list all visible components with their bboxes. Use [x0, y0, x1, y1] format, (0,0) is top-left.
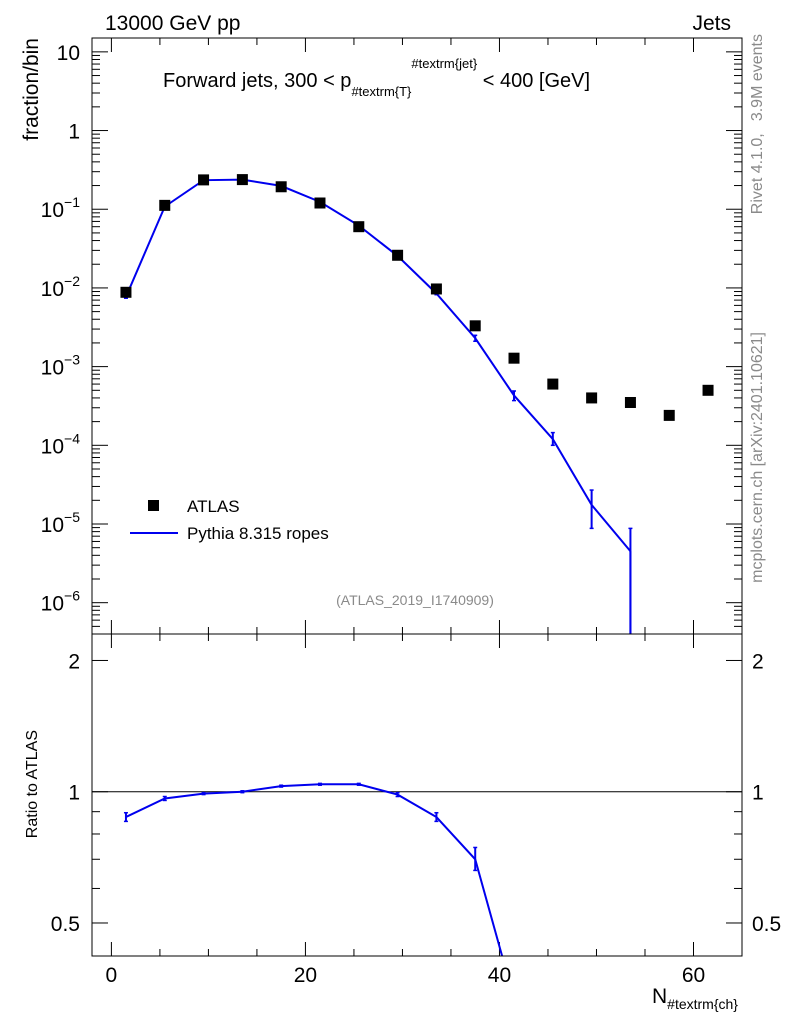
atlas-point: [120, 286, 132, 298]
chart-title: Forward jets, 300 < p#textrm{T}#textrm{j…: [163, 56, 590, 99]
y-tick-label: 10−1: [41, 194, 81, 222]
x-axis-label: N#textrm{ch}: [652, 985, 738, 1012]
y-tick-label: 1: [68, 782, 80, 805]
y-tick-label-right: 1: [752, 782, 764, 805]
top-panel-frame: [91, 37, 743, 635]
atlas-point: [469, 320, 481, 332]
axis-ticks-bottom: 0 20 40 60 0.5 0.5 1 1 2 2: [51, 634, 781, 987]
y-tick-label: 10−5: [41, 509, 81, 537]
legend-atlas-label: ATLAS: [187, 497, 240, 516]
series-pythia-line: [125, 178, 632, 552]
atlas-point: [430, 283, 442, 295]
legend-pythia-label: Pythia 8.315 ropes: [187, 524, 329, 543]
rivet-label: Rivet 4.1.0, 3.9M events: [749, 34, 766, 214]
y-tick-label: 10: [57, 42, 80, 65]
y-tick-label: 10−3: [41, 352, 81, 380]
ratio-panel-data: [92, 782, 742, 956]
y-tick-label: 2: [68, 650, 80, 673]
atlas-point: [392, 249, 404, 261]
y-axis-label-top: fraction/bin: [20, 38, 43, 141]
ratio-panel-frame: [91, 633, 743, 957]
analysis-label: (ATLAS_2019_I1740909): [336, 592, 494, 608]
legend-atlas-marker: [148, 500, 159, 511]
ratio-pythia-line: [125, 783, 504, 956]
x-tick-label: 60: [682, 964, 705, 987]
y-axis-label-bottom: Ratio to ATLAS: [24, 730, 41, 838]
header-right: Jets: [692, 12, 731, 35]
atlas-point: [198, 174, 210, 186]
x-tick-label: 40: [488, 964, 511, 987]
atlas-point: [159, 199, 171, 211]
axis-ticks-top: 10 1 10−1 10−2 10−3 10−4 10−5 10−6: [41, 38, 742, 635]
y-tick-label: 10−2: [41, 273, 81, 301]
top-panel-data: [120, 174, 714, 634]
legend: ATLAS Pythia 8.315 ropes: [130, 497, 329, 543]
atlas-point: [547, 378, 559, 390]
header-left: 13000 GeV pp: [105, 12, 240, 35]
atlas-point: [275, 181, 287, 193]
atlas-point: [236, 174, 248, 186]
atlas-point: [624, 396, 636, 408]
x-tick-label: 20: [294, 964, 317, 987]
y-tick-label: 10−6: [41, 588, 81, 616]
y-tick-label: 1: [68, 121, 80, 144]
atlas-point: [314, 197, 326, 209]
atlas-point: [586, 392, 598, 404]
atlas-point: [508, 352, 520, 364]
atlas-point: [663, 409, 675, 421]
y-tick-label-right: 0.5: [752, 913, 781, 936]
atlas-point: [353, 221, 365, 233]
y-tick-label-right: 2: [752, 650, 764, 673]
y-tick-label: 10−4: [41, 430, 81, 458]
x-tick-label: 0: [106, 964, 118, 987]
atlas-point: [702, 384, 714, 396]
mcplots-label: mcplots.cern.ch [arXiv:2401.10621]: [749, 332, 766, 583]
y-tick-label: 0.5: [51, 913, 80, 936]
